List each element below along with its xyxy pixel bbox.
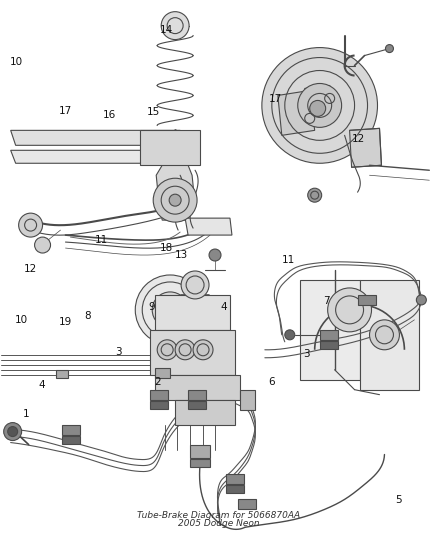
Polygon shape — [11, 150, 180, 163]
Text: 4: 4 — [220, 302, 227, 312]
Polygon shape — [11, 131, 185, 146]
Polygon shape — [190, 459, 210, 467]
Text: 4: 4 — [39, 379, 46, 390]
Text: 12: 12 — [24, 264, 37, 274]
Circle shape — [310, 100, 326, 116]
Polygon shape — [150, 401, 168, 409]
Text: 2005 Dodge Neon: 2005 Dodge Neon — [178, 519, 260, 528]
Polygon shape — [357, 295, 375, 305]
Polygon shape — [240, 390, 255, 410]
Circle shape — [4, 423, 21, 441]
Polygon shape — [155, 295, 230, 330]
Text: 12: 12 — [352, 134, 365, 144]
Polygon shape — [320, 330, 338, 340]
Text: 19: 19 — [59, 317, 72, 327]
Text: 18: 18 — [160, 243, 173, 253]
Polygon shape — [226, 486, 244, 494]
Polygon shape — [63, 435, 81, 443]
Polygon shape — [300, 280, 360, 379]
Circle shape — [157, 340, 177, 360]
Circle shape — [152, 292, 188, 328]
Polygon shape — [56, 370, 68, 378]
Circle shape — [370, 320, 399, 350]
Text: 2: 2 — [155, 377, 161, 387]
Text: 10: 10 — [15, 314, 28, 325]
Polygon shape — [188, 390, 206, 400]
Circle shape — [175, 340, 195, 360]
Text: 17: 17 — [59, 106, 72, 116]
Circle shape — [417, 295, 426, 305]
Circle shape — [298, 84, 342, 127]
Text: Tube-Brake Diagram for 5066870AA: Tube-Brake Diagram for 5066870AA — [138, 511, 300, 520]
Text: 11: 11 — [95, 235, 108, 245]
Polygon shape — [360, 280, 419, 390]
Polygon shape — [320, 341, 338, 349]
Circle shape — [161, 12, 189, 39]
Text: 3: 3 — [115, 346, 122, 357]
Circle shape — [153, 178, 197, 222]
Polygon shape — [185, 218, 232, 235]
Circle shape — [19, 213, 42, 237]
Circle shape — [135, 275, 205, 345]
Text: 13: 13 — [175, 250, 188, 260]
Polygon shape — [156, 165, 194, 220]
Polygon shape — [278, 91, 314, 135]
Polygon shape — [175, 400, 235, 425]
Circle shape — [328, 288, 371, 332]
Polygon shape — [63, 425, 81, 434]
Text: 10: 10 — [9, 57, 22, 67]
Text: 11: 11 — [282, 255, 296, 265]
Text: 14: 14 — [160, 25, 173, 35]
Text: 17: 17 — [269, 94, 283, 104]
Polygon shape — [305, 85, 335, 114]
Polygon shape — [238, 499, 256, 510]
Circle shape — [308, 188, 321, 202]
Circle shape — [169, 194, 181, 206]
Text: 15: 15 — [147, 107, 160, 117]
Polygon shape — [226, 474, 244, 484]
Polygon shape — [190, 445, 210, 457]
Circle shape — [262, 47, 378, 163]
Text: 9: 9 — [148, 302, 155, 312]
Text: 7: 7 — [323, 296, 329, 306]
Text: 16: 16 — [103, 110, 117, 120]
Text: 3: 3 — [303, 349, 310, 359]
Circle shape — [385, 45, 393, 53]
Text: 1: 1 — [23, 409, 29, 419]
Circle shape — [181, 271, 209, 299]
Circle shape — [193, 340, 213, 360]
Polygon shape — [150, 390, 168, 400]
Polygon shape — [140, 131, 200, 165]
Polygon shape — [155, 375, 240, 400]
Circle shape — [209, 249, 221, 261]
Circle shape — [285, 330, 295, 340]
Circle shape — [35, 237, 50, 253]
Polygon shape — [350, 128, 381, 167]
Polygon shape — [150, 330, 235, 375]
Circle shape — [8, 426, 18, 437]
Polygon shape — [188, 401, 206, 409]
Text: 5: 5 — [395, 495, 401, 505]
Text: 8: 8 — [85, 311, 92, 321]
Polygon shape — [155, 368, 170, 378]
Text: 6: 6 — [268, 377, 275, 387]
